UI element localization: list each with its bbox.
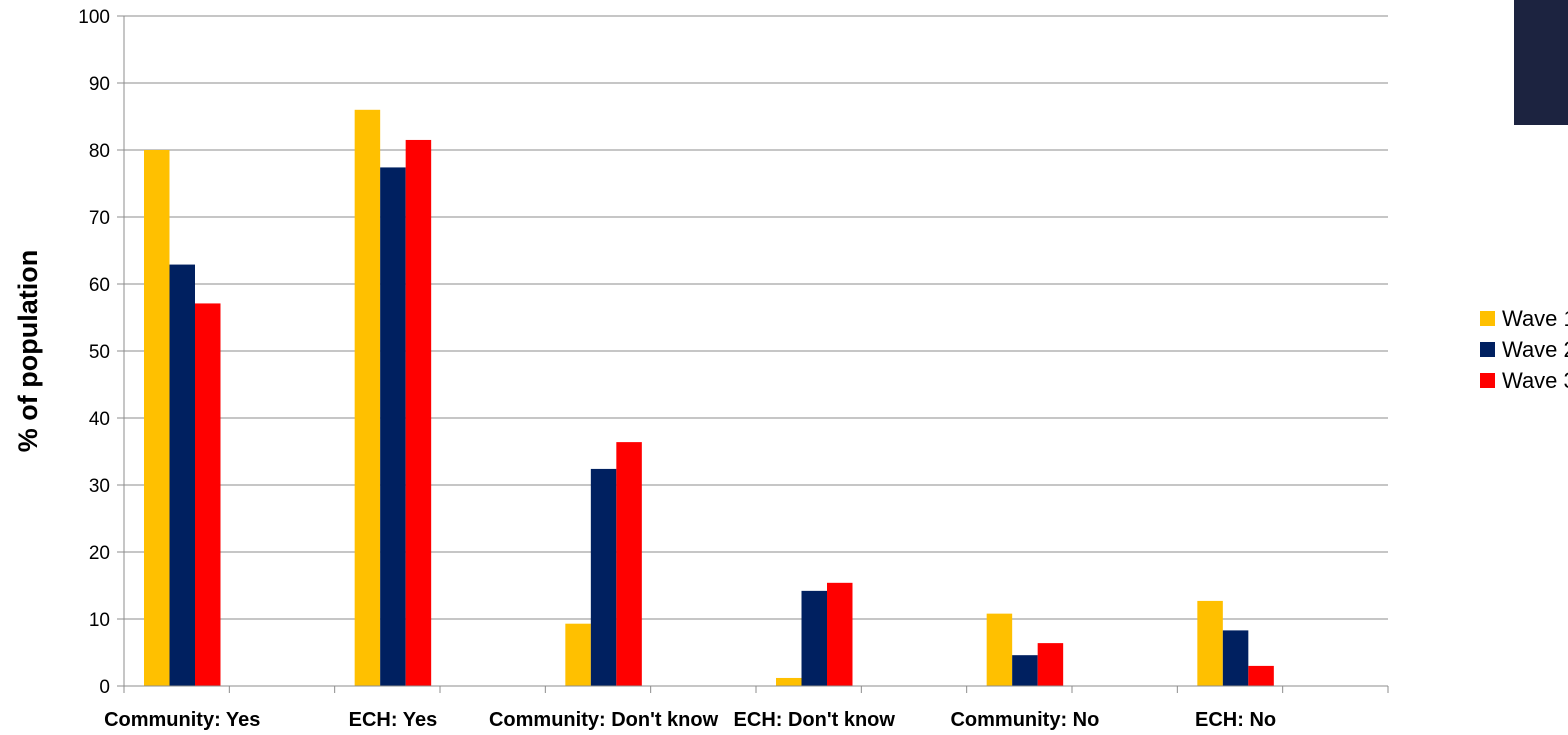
corner-box <box>1514 0 1568 125</box>
bar-wave-2-0 <box>169 264 195 686</box>
y-tick-label: 60 <box>89 275 110 296</box>
legend-swatch <box>1480 311 1495 326</box>
bar-wave-3-0 <box>195 303 221 686</box>
y-tick-label: 50 <box>89 342 110 363</box>
category-label: ECH: Don't know <box>734 709 896 731</box>
bar-wave-3-4 <box>1037 643 1064 686</box>
axes <box>117 15 1389 693</box>
bar-wave-1-4 <box>986 613 1013 686</box>
bar-wave-2-3 <box>801 590 827 686</box>
bar-wave-2-4 <box>1012 655 1038 686</box>
bar-wave-1-1 <box>354 109 381 687</box>
legend: Wave 1 Wave 2 Wave 3 <box>1480 306 1568 393</box>
y-tick-label: 0 <box>99 677 110 698</box>
bar-wave-2-5 <box>1222 630 1249 686</box>
y-axis-label: % of population <box>13 250 43 452</box>
legend-label: Wave 2 <box>1502 337 1568 362</box>
y-tick-label: 30 <box>89 476 110 497</box>
bar-wave-1-0 <box>144 150 170 686</box>
y-tick-label: 90 <box>89 74 110 95</box>
y-tick-label: 100 <box>78 7 110 28</box>
bar-wave-2-1 <box>380 167 406 687</box>
legend-label: Wave 3 <box>1502 368 1568 393</box>
bar-wave-3-1 <box>405 139 432 686</box>
bar-wave-3-5 <box>1248 665 1274 686</box>
gridlines <box>124 15 1388 620</box>
bar-wave-3-3 <box>827 582 853 686</box>
bar-wave-1-3 <box>776 677 802 686</box>
category-labels: Community: Yes ECH: Yes Community: Don't k… <box>104 709 1276 731</box>
legend-swatch <box>1480 342 1495 357</box>
bar-wave-1-5 <box>1197 600 1223 686</box>
y-tick-label: 70 <box>89 208 110 229</box>
legend-label: Wave 1 <box>1502 306 1568 331</box>
y-tick-label: 80 <box>89 141 110 162</box>
y-tick-label: 10 <box>89 610 110 631</box>
category-label: ECH: Yes <box>349 709 438 731</box>
category-label: Community: Don't know <box>489 709 719 731</box>
category-label: Community: Yes <box>104 709 260 731</box>
y-tick-label: 40 <box>89 409 110 430</box>
y-tick-label: 20 <box>89 543 110 564</box>
y-tick-labels: 0 10 20 30 40 50 60 70 80 90 100 <box>78 7 110 698</box>
bar-wave-3-2 <box>616 442 642 686</box>
category-label: ECH: No <box>1195 709 1276 731</box>
legend-swatch <box>1480 373 1495 388</box>
bars <box>144 109 1274 687</box>
bar-wave-1-2 <box>565 623 591 686</box>
bar-wave-2-2 <box>590 468 617 686</box>
category-label: Community: No <box>950 709 1099 731</box>
